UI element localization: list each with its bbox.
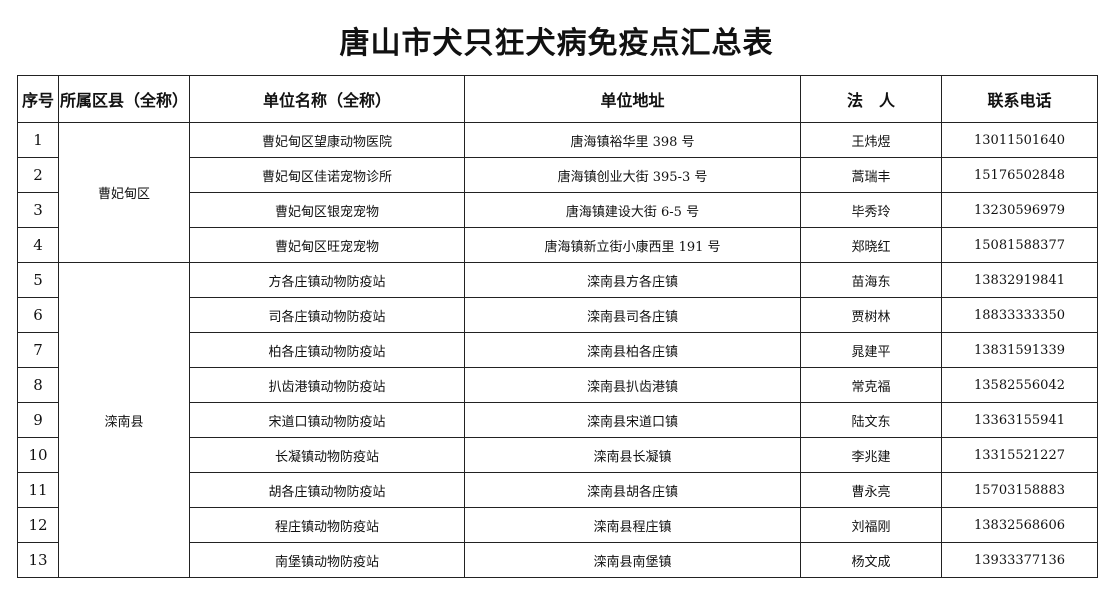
header-cell: 序号: [17, 75, 59, 123]
phone-cell: 13582556042: [941, 367, 1098, 403]
address-cell: 唐海镇建设大街 6-5 号: [464, 192, 801, 228]
unit-name-cell: 柏各庄镇动物防疫站: [189, 332, 465, 368]
seq-cell: 8: [17, 367, 59, 403]
phone-cell: 13933377136: [941, 542, 1098, 578]
header-cell: 单位地址: [464, 75, 801, 123]
phone-cell: 13011501640: [941, 122, 1098, 158]
table-row: 2 曹妃甸区佳诺宠物诊所 唐海镇创业大街 395-3 号蒿瑞丰 15176502848: [17, 157, 1098, 193]
address-cell: 滦南县胡各庄镇: [464, 472, 801, 508]
legal-person-cell: 陆文东: [800, 402, 942, 438]
table-row: 1 曹妃甸区 曹妃甸区望康动物医院 唐海镇裕华里 398 号王炜煜 1301150164…: [17, 122, 1098, 263]
unit-name-cell: 司各庄镇动物防疫站: [189, 297, 465, 333]
phone-cell: 15081588377: [941, 227, 1098, 263]
seq-cell: 4: [17, 227, 59, 263]
unit-name-cell: 程庄镇动物防疫站: [189, 507, 465, 543]
unit-name-cell: 曹妃甸区银宠宠物: [189, 192, 465, 228]
legal-person-cell: 李兆建: [800, 437, 942, 473]
address-cell: 唐海镇新立街小康西里 191 号: [464, 227, 801, 263]
unit-name-cell: 曹妃甸区佳诺宠物诊所: [189, 157, 465, 193]
phone-cell: 13832919841: [941, 262, 1098, 298]
phone-cell: 13230596979: [941, 192, 1098, 228]
address-cell: 唐海镇裕华里 398 号: [464, 122, 801, 158]
unit-name-cell: 扒齿港镇动物防疫站: [189, 367, 465, 403]
address-cell: 滦南县宋道口镇: [464, 402, 801, 438]
legal-person-cell: 贾树林: [800, 297, 942, 333]
address-cell: 滦南县扒齿港镇: [464, 367, 801, 403]
seq-cell: 13: [17, 542, 59, 578]
address-cell: 滦南县长凝镇: [464, 437, 801, 473]
unit-name-cell: 宋道口镇动物防疫站: [189, 402, 465, 438]
address-cell: 滦南县司各庄镇: [464, 297, 801, 333]
district-cell: 曹妃甸区: [58, 122, 190, 263]
legal-person-cell: 王炜煜: [800, 122, 942, 158]
legal-person-cell: 常克福: [800, 367, 942, 403]
address-cell: 滦南县柏各庄镇: [464, 332, 801, 368]
table-row: 7 柏各庄镇动物防疫站 滦南县柏各庄镇 晁建平 13831591339: [17, 332, 1098, 368]
legal-person-cell: 杨文成: [800, 542, 942, 578]
seq-cell: 12: [17, 507, 59, 543]
address-cell: 唐海镇创业大街 395-3 号: [464, 157, 801, 193]
table-row: 3 曹妃甸区银宠宠物 唐海镇建设大街 6-5 号毕秀玲 13230596979: [17, 192, 1098, 228]
table-row: 8 扒齿港镇动物防疫站 滦南县扒齿港镇 常克福 13582556042: [17, 367, 1098, 403]
district-cell: 滦南县: [58, 262, 190, 578]
summary-table: 序号 所属区县（全称） 单位名称（全称） 单位地址法 人联系电话 1 曹妃甸区 曹妃甸区望…: [17, 75, 1098, 578]
seq-cell: 11: [17, 472, 59, 508]
legal-person-cell: 刘福刚: [800, 507, 942, 543]
address-cell: 滦南县程庄镇: [464, 507, 801, 543]
phone-cell: 13363155941: [941, 402, 1098, 438]
legal-person-cell: 毕秀玲: [800, 192, 942, 228]
table-row: 4 曹妃甸区旺宠宠物 唐海镇新立街小康西里 191 号郑晓红 15081588377: [17, 227, 1098, 263]
unit-name-cell: 曹妃甸区望康动物医院: [189, 122, 465, 158]
phone-cell: 13315521227: [941, 437, 1098, 473]
unit-name-cell: 长凝镇动物防疫站: [189, 437, 465, 473]
unit-name-cell: 胡各庄镇动物防疫站: [189, 472, 465, 508]
legal-person-cell: 郑晓红: [800, 227, 942, 263]
header-row: 序号 所属区县（全称） 单位名称（全称） 单位地址法 人联系电话: [17, 75, 1098, 123]
seq-cell: 3: [17, 192, 59, 228]
phone-cell: 18833333350: [941, 297, 1098, 333]
header-cell: 所属区县（全称）: [58, 75, 190, 123]
phone-cell: 13832568606: [941, 507, 1098, 543]
phone-cell: 15176502848: [941, 157, 1098, 193]
title: 唐山市犬只狂犬病免疫点汇总表: [339, 26, 774, 61]
legal-person-cell: 苗海东: [800, 262, 942, 298]
header-cell: 法 人: [800, 75, 942, 123]
seq-cell: 10: [17, 437, 59, 473]
unit-name-cell: 方各庄镇动物防疫站: [189, 262, 465, 298]
legal-person-cell: 曹永亮: [800, 472, 942, 508]
table-row: 13 南堡镇动物防疫站 滦南县南堡镇 杨文成 13933377136: [17, 542, 1098, 578]
legal-person-cell: 蒿瑞丰: [800, 157, 942, 193]
seq-cell: 7: [17, 332, 59, 368]
table-body: 1 曹妃甸区 曹妃甸区望康动物医院 唐海镇裕华里 398 号王炜煜 1301150164…: [17, 122, 1098, 578]
phone-cell: 15703158883: [941, 472, 1098, 508]
table-row: 6 司各庄镇动物防疫站 滦南县司各庄镇 贾树林 18833333350: [17, 297, 1098, 333]
seq-cell: 5: [17, 262, 59, 298]
seq-cell: 9: [17, 402, 59, 438]
seq-cell: 6: [17, 297, 59, 333]
phone-cell: 13831591339: [941, 332, 1098, 368]
table-row: 5 滦南县 方各庄镇动物防疫站 滦南县方各庄镇 苗海东 13832919841: [17, 262, 1098, 578]
address-cell: 滦南县南堡镇: [464, 542, 801, 578]
legal-person-cell: 晁建平: [800, 332, 942, 368]
seq-cell: 1: [17, 122, 59, 158]
table-row: 12 程庄镇动物防疫站 滦南县程庄镇 刘福刚 13832568606: [17, 507, 1098, 543]
unit-name-cell: 曹妃甸区旺宠宠物: [189, 227, 465, 263]
table-row: 11 胡各庄镇动物防疫站 滦南县胡各庄镇 曹永亮 15703158883: [17, 472, 1098, 508]
address-cell: 滦南县方各庄镇: [464, 262, 801, 298]
header-cell: 单位名称（全称）: [189, 75, 465, 123]
header-cell: 联系电话: [941, 75, 1098, 123]
seq-cell: 2: [17, 157, 59, 193]
unit-name-cell: 南堡镇动物防疫站: [189, 542, 465, 578]
